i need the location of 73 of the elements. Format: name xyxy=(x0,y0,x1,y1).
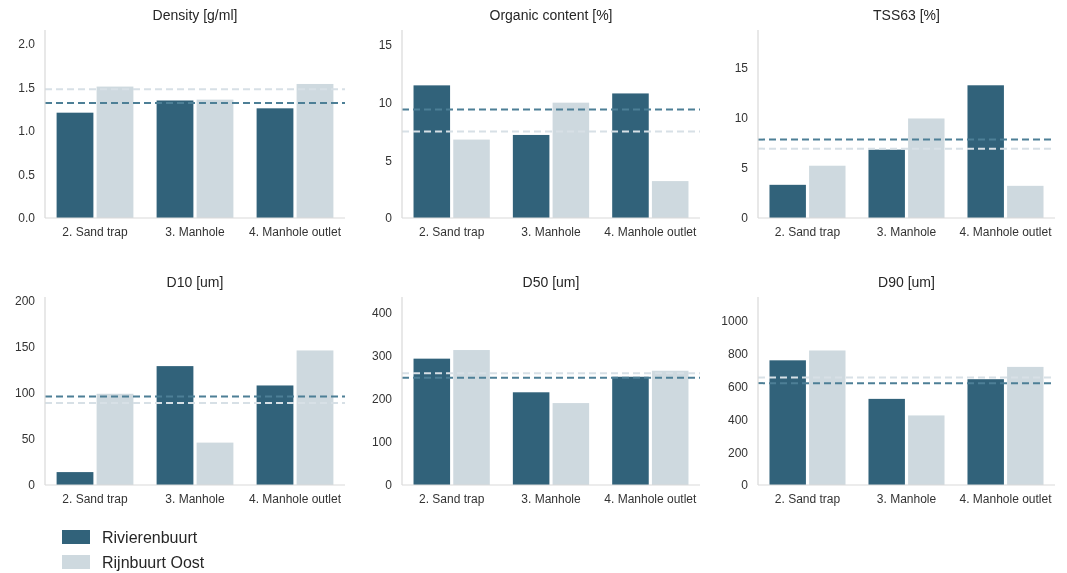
x-tick-label: 2. Sand trap xyxy=(774,224,841,239)
y-tick-label: 300 xyxy=(371,348,393,363)
x-tick-label: 3. Manhole xyxy=(876,224,937,239)
x-tick-label: 2. Sand trap xyxy=(418,491,485,506)
y-tick-label: 50 xyxy=(21,432,36,447)
y-tick-label: 15 xyxy=(378,38,393,53)
x-tick-label: 4. Manhole outlet xyxy=(248,491,342,506)
y-tick-label: 400 xyxy=(727,412,749,427)
legend-label: Rivierenbuurt xyxy=(102,529,198,546)
y-tick-label: 0.0 xyxy=(18,211,36,226)
y-tick-label: 200 xyxy=(14,294,36,309)
x-tick-label: 4. Manhole outlet xyxy=(248,224,342,239)
y-tick-label: 150 xyxy=(14,340,36,355)
y-tick-label: 0 xyxy=(28,478,36,493)
chart-title: D90 [um] xyxy=(878,274,935,290)
y-tick-label: 0.5 xyxy=(18,167,36,182)
y-tick-label: 15 xyxy=(734,60,749,75)
bar xyxy=(612,376,649,485)
y-tick-label: 10 xyxy=(734,110,749,125)
y-tick-label: 100 xyxy=(371,435,393,450)
chart-title: D50 [um] xyxy=(522,274,580,290)
y-tick-label: 1.5 xyxy=(18,80,36,95)
bar xyxy=(868,398,905,485)
bar xyxy=(413,85,451,218)
bar xyxy=(56,472,94,485)
y-tick-label: 0 xyxy=(741,211,749,226)
x-tick-label: 3. Manhole xyxy=(165,224,226,239)
bar xyxy=(612,93,649,218)
chart-title: Density [g/ml] xyxy=(152,7,238,23)
x-tick-label: 2. Sand trap xyxy=(418,224,485,239)
x-tick-label: 2. Sand trap xyxy=(774,491,841,506)
y-tick-label: 600 xyxy=(727,379,749,394)
chart-title: TSS63 [%] xyxy=(873,7,940,23)
y-tick-label: 10 xyxy=(378,96,393,110)
bar xyxy=(413,358,451,485)
y-tick-label: 1.0 xyxy=(18,124,36,139)
legend-label: Rijnbuurt Oost xyxy=(102,554,205,571)
y-tick-label: 0 xyxy=(741,478,749,493)
y-tick-label: 5 xyxy=(741,161,749,176)
y-tick-label: 200 xyxy=(727,445,749,460)
x-tick-label: 4. Manhole outlet xyxy=(959,224,1053,239)
x-tick-label: 4. Manhole outlet xyxy=(959,491,1053,506)
bar xyxy=(512,392,550,485)
x-tick-label: 3. Manhole xyxy=(165,491,226,506)
x-tick-label: 2. Sand trap xyxy=(62,224,129,239)
y-tick-label: 200 xyxy=(371,392,393,407)
y-tick-label: 5 xyxy=(385,153,393,168)
x-tick-label: 3. Manhole xyxy=(876,491,937,506)
y-tick-label: 1000 xyxy=(721,314,749,329)
y-tick-label: 400 xyxy=(371,305,393,320)
bar xyxy=(769,360,806,485)
chart-title: D10 [um] xyxy=(166,274,224,290)
x-tick-label: 4. Manhole outlet xyxy=(604,491,698,506)
x-tick-label: 2. Sand trap xyxy=(62,491,129,506)
bar xyxy=(512,134,550,218)
bar xyxy=(156,366,194,485)
chart-title: Organic content [%] xyxy=(489,7,613,23)
bar xyxy=(868,149,905,218)
y-tick-label: 100 xyxy=(14,386,36,401)
bar xyxy=(967,379,1004,485)
x-tick-label: 4. Manhole outlet xyxy=(604,224,698,239)
y-tick-label: 800 xyxy=(727,347,749,362)
bar xyxy=(769,184,806,218)
bar xyxy=(56,112,94,218)
y-tick-label: 0 xyxy=(385,478,393,493)
y-tick-label: 2.0 xyxy=(18,37,36,52)
bar xyxy=(256,385,294,485)
bar xyxy=(256,108,294,218)
x-tick-label: 3. Manhole xyxy=(521,224,582,239)
bar xyxy=(156,100,194,218)
y-tick-label: 0 xyxy=(385,211,393,226)
bar xyxy=(967,85,1004,218)
x-tick-label: 3. Manhole xyxy=(521,491,582,506)
